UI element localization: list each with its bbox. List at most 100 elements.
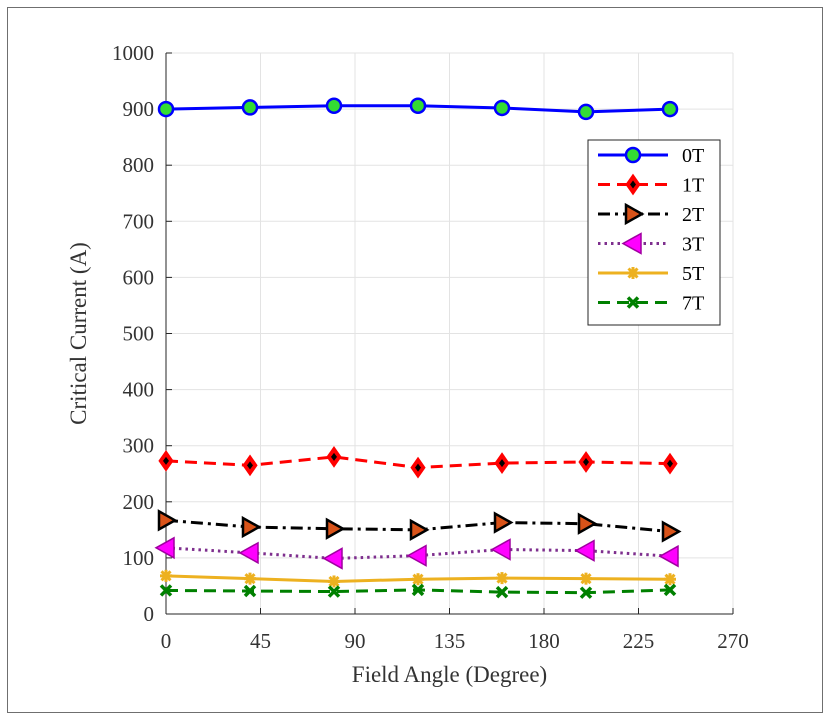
data-point-3T <box>154 536 175 560</box>
legend-marker-7T <box>626 296 640 309</box>
series-5T <box>160 569 676 588</box>
data-point-0T <box>661 100 679 118</box>
data-point-5T <box>664 573 676 586</box>
data-point-2T <box>493 511 514 534</box>
data-point-7T-stroke <box>495 585 509 599</box>
data-point-0T <box>577 103 595 121</box>
data-point-5T-stroke <box>664 573 676 585</box>
data-point-2T <box>325 517 346 540</box>
data-point-0T <box>493 99 511 117</box>
data-point-1T-core <box>247 461 253 470</box>
data-point-5T-stroke <box>496 572 508 584</box>
y-tick-label: 0 <box>144 602 155 626</box>
legend: 0T 1T 2T 3T 5T 7T <box>587 139 721 326</box>
data-point-5T <box>244 572 256 585</box>
x-tick-label: 270 <box>717 629 749 653</box>
x-tick-label: 135 <box>434 629 466 653</box>
legend-box <box>587 139 721 326</box>
data-point-2T <box>241 515 262 539</box>
data-point-7T <box>159 584 173 597</box>
data-point-0T <box>157 100 175 118</box>
data-point-5T <box>412 573 424 586</box>
data-point-0T <box>409 97 427 114</box>
data-point-1T-core <box>415 463 421 472</box>
data-point-5T-stroke <box>328 575 340 588</box>
y-tick-label: 900 <box>123 97 155 121</box>
data-point-5T-stroke <box>160 570 172 582</box>
data-point-3T <box>238 541 259 565</box>
grid <box>166 52 734 614</box>
legend-label: 1T <box>682 175 704 197</box>
data-point-5T <box>496 572 508 585</box>
series-7T <box>159 583 677 599</box>
legend-marker-0T <box>624 146 642 164</box>
data-point-2T <box>661 520 682 543</box>
data-point-1T-core <box>331 452 337 461</box>
legend-label: 2T <box>682 204 704 226</box>
y-tick-label: 500 <box>123 322 155 346</box>
data-point-7T <box>663 583 677 597</box>
y-tick-label: 1000 <box>112 41 154 65</box>
legend-marker-5T <box>627 267 639 279</box>
data-point-1T-core <box>583 457 589 466</box>
data-point-7T-stroke <box>243 584 257 598</box>
legend-entry-1T: 1T <box>598 173 704 197</box>
y-tick-label: 700 <box>123 209 155 233</box>
legend-marker-1T-core <box>630 180 636 189</box>
legend-marker-2T <box>624 202 645 226</box>
series-1T <box>158 446 678 479</box>
series <box>154 97 682 599</box>
legend-label: 7T <box>682 293 704 315</box>
data-point-5T <box>160 569 172 582</box>
y-axis-title: Critical Current (A) <box>66 242 91 425</box>
data-point-3T <box>574 539 595 562</box>
x-tick-label: 180 <box>528 629 560 653</box>
legend-entry-3T: 3T <box>598 232 704 256</box>
data-point-5T-stroke <box>580 573 592 585</box>
y-tick-label: 200 <box>123 490 155 514</box>
x-tick-label: 45 <box>250 629 271 653</box>
legend-entry-5T: 5T <box>598 263 704 285</box>
series-2T <box>157 509 682 543</box>
data-point-5T-stroke <box>244 573 256 585</box>
data-point-3T <box>490 538 511 561</box>
data-point-0T <box>325 97 343 114</box>
y-tick-label: 300 <box>123 434 155 458</box>
y-tick-label: 800 <box>123 153 155 177</box>
data-point-7T-stroke <box>159 584 173 597</box>
data-point-2T <box>157 509 178 532</box>
legend-entry-7T: 7T <box>598 293 704 315</box>
y-tick-label: 100 <box>123 546 155 570</box>
data-point-5T <box>328 575 340 588</box>
data-point-7T <box>411 583 425 597</box>
x-tick-label: 225 <box>623 629 655 653</box>
y-tick-label: 400 <box>123 378 155 402</box>
x-tick-label: 90 <box>345 629 366 653</box>
legend-entry-0T: 0T <box>598 145 704 167</box>
data-point-7T <box>327 585 341 598</box>
legend-marker-5T-stroke <box>627 267 639 279</box>
legend-marker-3T <box>621 232 642 255</box>
legend-label: 3T <box>682 234 704 256</box>
data-point-5T-stroke <box>412 573 424 585</box>
y-tick-label: 600 <box>123 265 155 289</box>
data-point-2T <box>409 518 430 541</box>
data-point-7T-stroke <box>579 586 593 599</box>
data-point-1T-core <box>499 459 505 468</box>
data-point-3T <box>406 544 427 567</box>
data-point-7T <box>495 585 509 599</box>
tick-labels: 0 45 90 135 180 225 270 0 100 200 300 400 500 600 700 8… <box>112 41 749 653</box>
data-point-1T-core <box>667 459 673 468</box>
series-3T <box>154 536 679 570</box>
data-point-2T <box>577 512 598 535</box>
data-point-3T <box>658 544 679 568</box>
data-point-7T-stroke <box>663 583 677 597</box>
x-axis-title: Field Angle (Degree) <box>352 662 547 687</box>
legend-marker-7T-stroke <box>626 296 640 309</box>
data-point-0T <box>241 99 259 116</box>
data-point-7T <box>579 586 593 599</box>
data-point-7T <box>243 584 257 598</box>
legend-label: 0T <box>682 145 704 167</box>
data-point-3T <box>322 547 343 570</box>
